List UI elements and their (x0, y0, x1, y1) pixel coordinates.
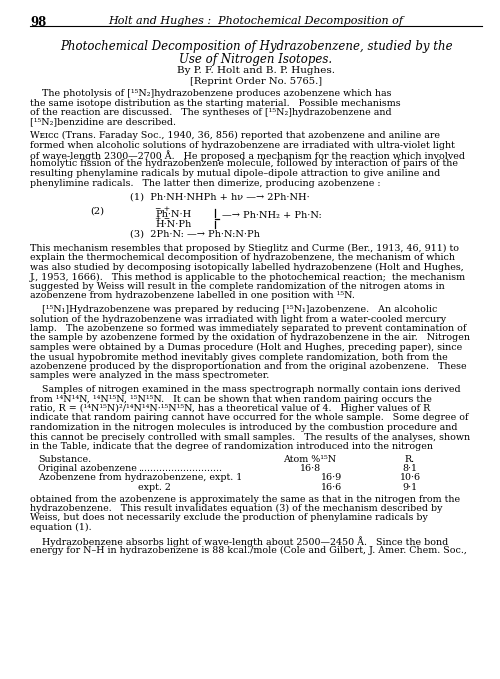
Text: resulting phenylamine radicals by mutual dipole–dipole attraction to give anilin: resulting phenylamine radicals by mutual… (30, 169, 440, 178)
Text: explain the thermochemical decomposition of hydrazobenzene, the mechanism of whi: explain the thermochemical decomposition… (30, 253, 455, 263)
Text: Atom %¹⁵N: Atom %¹⁵N (284, 454, 337, 464)
Text: energy for N–H in hydrazobenzene is 88 kcal./mole (Cole and Gilbert, J. Amer. Ch: energy for N–H in hydrazobenzene is 88 k… (30, 546, 467, 555)
Text: phenylimine radicals.   The latter then dimerize, producing azobenzene :: phenylimine radicals. The latter then di… (30, 179, 381, 187)
Text: lamp.   The azobenzene so formed was immediately separated to prevent contaminat: lamp. The azobenzene so formed was immed… (30, 324, 466, 333)
Text: Original azobenzene: Original azobenzene (38, 464, 137, 473)
Text: homolytic fission of the hydrazobenzene molecule, followed by interaction of pai: homolytic fission of the hydrazobenzene … (30, 160, 458, 168)
Text: − +: − + (155, 205, 170, 213)
Text: Ph·N·H: Ph·N·H (155, 210, 191, 219)
Text: Holt and Hughes :  Photochemical Decomposition of: Holt and Hughes : Photochemical Decompos… (108, 16, 404, 26)
Text: J., 1953, 1666).   This method is applicable to the photochemical reaction;  the: J., 1953, 1666). This method is applicab… (30, 272, 466, 282)
Text: from ¹⁴N¹⁴N, ¹⁴N¹⁵N, ¹⁵N¹⁵N.   It can be shown that when random pairing occurs t: from ¹⁴N¹⁴N, ¹⁴N¹⁵N, ¹⁵N¹⁵N. It can be s… (30, 394, 432, 403)
Text: in the Table, indicate that the degree of randomization introduced into the nitr: in the Table, indicate that the degree o… (30, 442, 433, 451)
Text: Hydrazobenzene absorbs light of wave-length about 2500—2450 Å.   Since the bond: Hydrazobenzene absorbs light of wave-len… (30, 536, 448, 547)
Text: 16·6: 16·6 (322, 483, 342, 492)
Text: Wᴇɪᴄᴄ (Trans. Faraday Soc., 1940, 36, 856) reported that azobenzene and aniline : Wᴇɪᴄᴄ (Trans. Faraday Soc., 1940, 36, 85… (30, 131, 440, 140)
Text: equation (1).: equation (1). (30, 523, 92, 532)
Text: This mechanism resembles that proposed by Stieglitz and Curme (Ber., 1913, 46, 9: This mechanism resembles that proposed b… (30, 244, 459, 253)
Text: By P. F. Holt and B. P. Hughes.: By P. F. Holt and B. P. Hughes. (177, 66, 335, 75)
Text: was also studied by decomposing isotopically labelled hydrazobenzene (Holt and H: was also studied by decomposing isotopic… (30, 263, 464, 272)
Text: solution of the hydrazobenzene was irradiated with light from a water-cooled mer: solution of the hydrazobenzene was irrad… (30, 314, 446, 323)
Text: the usual hypobromite method inevitably gives complete randomization, both from : the usual hypobromite method inevitably … (30, 352, 448, 361)
Text: azobenzene from hydrazobenzene labelled in one position with ¹⁵N.: azobenzene from hydrazobenzene labelled … (30, 291, 355, 301)
Text: H·N·Ph: H·N·Ph (155, 220, 191, 229)
Text: 10·6: 10·6 (400, 473, 420, 483)
Text: of the reaction are discussed.   The syntheses of [¹⁵N₂]hydrazobenzene and: of the reaction are discussed. The synth… (30, 108, 392, 117)
Text: Azobenzene from hydrazobenzene, expt. 1: Azobenzene from hydrazobenzene, expt. 1 (38, 473, 242, 483)
Text: indicate that random pairing cannot have occurred for the whole sample.   Some d: indicate that random pairing cannot have… (30, 414, 468, 422)
Text: + −: + − (155, 215, 170, 223)
Text: of wave-length 2300—2700 Å.   He proposed a mechanism for the reaction which inv: of wave-length 2300—2700 Å. He proposed … (30, 150, 465, 161)
Text: —→ Ph·NH₂ + Ph·N:: —→ Ph·NH₂ + Ph·N: (222, 210, 322, 219)
Text: 8·1: 8·1 (402, 464, 417, 473)
Text: ............................: ............................ (138, 464, 222, 473)
Text: 98: 98 (30, 16, 46, 29)
Text: 9·1: 9·1 (402, 483, 417, 492)
Text: expt. 2: expt. 2 (138, 483, 171, 492)
Text: azobenzene produced by the disproportionation and from the original azobenzene. : azobenzene produced by the disproportion… (30, 362, 466, 371)
Text: (2): (2) (90, 207, 104, 216)
Text: formed when alcoholic solutions of hydrazobenzene are irradiated with ultra-viol: formed when alcoholic solutions of hydra… (30, 141, 455, 149)
Text: suggested by Weiss will result in the complete randomization of the nitrogen ato: suggested by Weiss will result in the co… (30, 282, 445, 291)
Text: Photochemical Decomposition of Hydrazobenzene, studied by the: Photochemical Decomposition of Hydrazobe… (60, 40, 452, 53)
Text: the same isotope distribution as the starting material.   Possible mechanisms: the same isotope distribution as the sta… (30, 98, 401, 107)
Text: this cannot be precisely controlled with small samples.   The results of the ana: this cannot be precisely controlled with… (30, 433, 470, 441)
Text: [¹⁵N₂]benzidine are described.: [¹⁵N₂]benzidine are described. (30, 117, 176, 126)
Text: [Reprint Order No. 5765.]: [Reprint Order No. 5765.] (190, 77, 322, 86)
Text: Substance.: Substance. (38, 454, 91, 464)
Text: ratio, R = (¹⁴N¹⁵N)²/¹⁴N¹⁴N·¹⁵N¹⁵N, has a theoretical value of 4.   Higher value: ratio, R = (¹⁴N¹⁵N)²/¹⁴N¹⁴N·¹⁵N¹⁵N, has … (30, 404, 430, 413)
Text: 16·8: 16·8 (300, 464, 320, 473)
Text: Use of Nitrogen Isotopes.: Use of Nitrogen Isotopes. (180, 53, 332, 66)
Text: Samples of nitrogen examined in the mass spectrograph normally contain ions deri: Samples of nitrogen examined in the mass… (30, 385, 460, 394)
Text: [¹⁵N₁]Hydrazobenzene was prepared by reducing [¹⁵N₁]azobenzene.   An alcoholic: [¹⁵N₁]Hydrazobenzene was prepared by red… (30, 305, 438, 314)
Text: (1)  Ph·NH·NHPh + hν —→ 2Ph·NH·: (1) Ph·NH·NHPh + hν —→ 2Ph·NH· (130, 193, 310, 202)
Text: (3)  2Ph·N: —→ Ph·N:N·Ph: (3) 2Ph·N: —→ Ph·N:N·Ph (130, 230, 260, 239)
Text: obtained from the azobenzene is approximately the same as that in the nitrogen f: obtained from the azobenzene is approxim… (30, 494, 460, 504)
Text: The photolysis of [¹⁵N₂]hydrazobenzene produces azobenzene which has: The photolysis of [¹⁵N₂]hydrazobenzene p… (30, 89, 392, 98)
Text: 16·9: 16·9 (322, 473, 342, 483)
Text: randomization in the nitrogen molecules is introduced by the combustion procedur: randomization in the nitrogen molecules … (30, 423, 458, 432)
Text: samples were obtained by a Dumas procedure (Holt and Hughes, preceding paper), s: samples were obtained by a Dumas procedu… (30, 343, 462, 352)
Text: the sample by azobenzene formed by the oxidation of hydrazobenzene in the air.  : the sample by azobenzene formed by the o… (30, 333, 470, 342)
Text: hydrazobenzene.   This result invalidates equation (3) of the mechanism describe: hydrazobenzene. This result invalidates … (30, 504, 442, 513)
Text: R.: R. (405, 454, 415, 464)
Text: Weiss, but does not necessarily exclude the production of phenylamine radicals b: Weiss, but does not necessarily exclude … (30, 513, 428, 523)
Text: samples were analyzed in the mass spectrometer.: samples were analyzed in the mass spectr… (30, 371, 269, 380)
